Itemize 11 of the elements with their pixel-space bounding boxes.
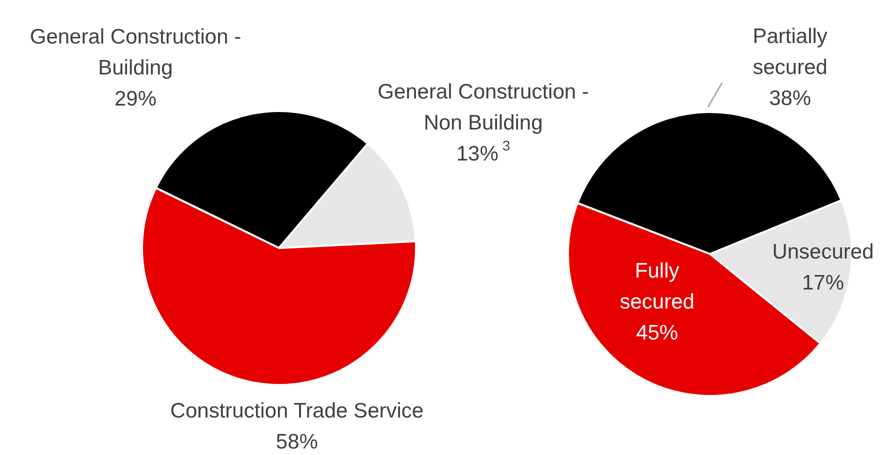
data-label: 38% [769, 86, 812, 110]
slice-label: General Construction - Non Building [378, 80, 589, 135]
slice-label: Construction Trade Service [170, 400, 424, 423]
slice-label: Partially secured [752, 24, 828, 79]
data-label: 58% [276, 430, 318, 454]
data-label: 17% [802, 272, 844, 295]
data-label: 29% [114, 87, 156, 110]
data-label: 45% [636, 321, 678, 344]
slice-label: General Construction - Building [30, 25, 242, 80]
slice-label: Unsecured [772, 240, 874, 264]
slice-label: Fully secured [620, 259, 694, 314]
